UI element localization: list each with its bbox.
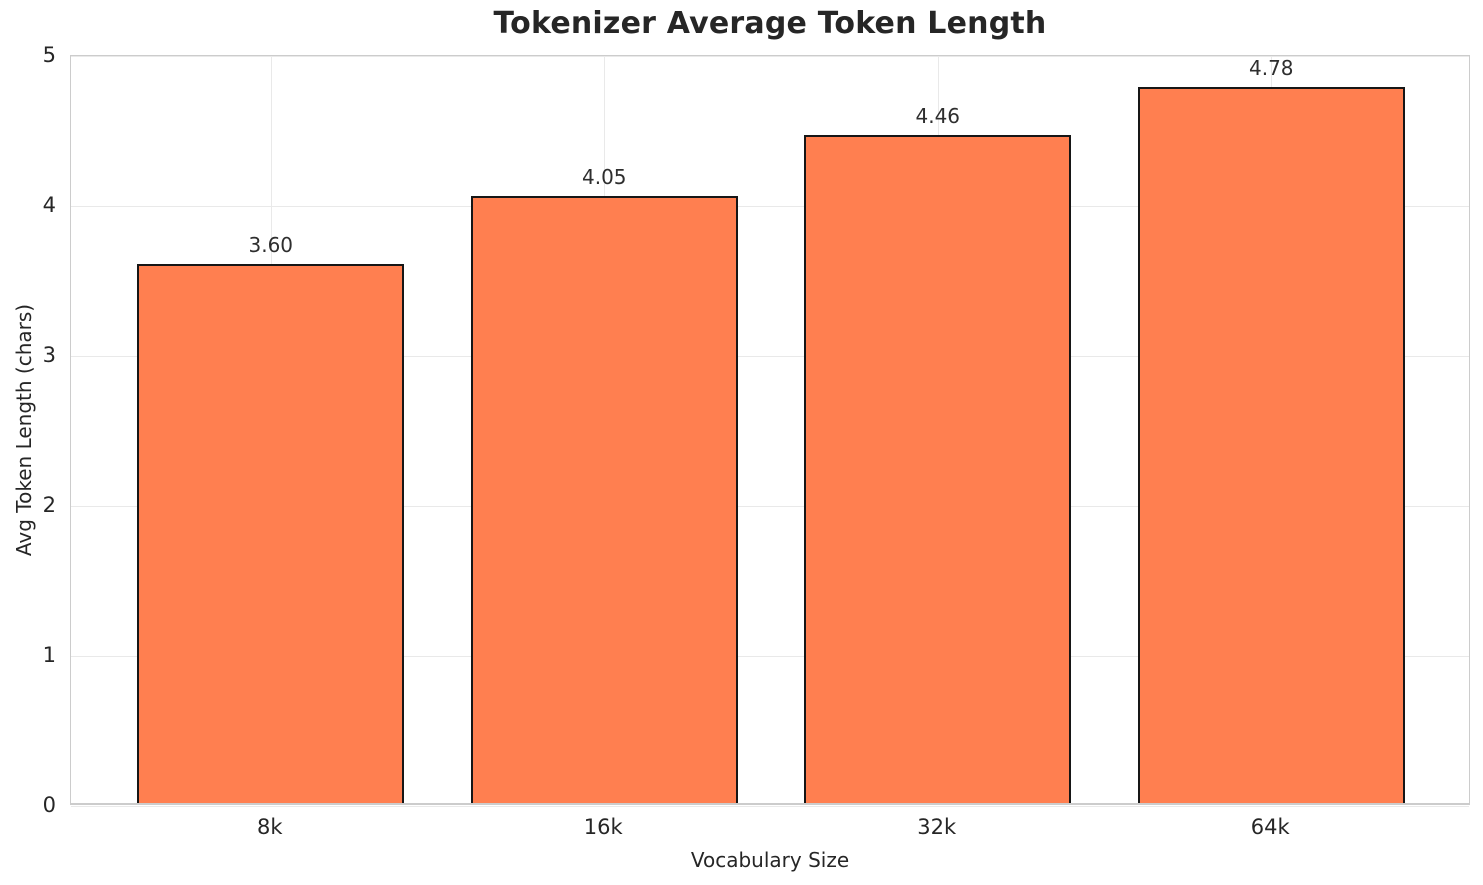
gridline-horizontal (71, 356, 1469, 357)
bar-value-label: 3.60 (248, 233, 294, 257)
y-tick-label: 1 (42, 643, 56, 667)
gridline-horizontal (71, 506, 1469, 507)
y-axis-label: Avg Token Length (chars) (12, 303, 36, 557)
x-tick-label-8k: 8k (256, 815, 283, 839)
bar-8k (137, 264, 404, 804)
y-tick-label: 3 (42, 343, 56, 367)
chart-title: Tokenizer Average Token Length (493, 6, 1047, 41)
y-tick-label: 2 (42, 493, 56, 517)
gridline-horizontal (71, 56, 1469, 57)
bar-value-label: 4.05 (581, 165, 627, 189)
x-axis-label: Vocabulary Size (690, 848, 850, 872)
bar-value-label: 4.46 (915, 104, 961, 128)
x-tick-label-64k: 64k (1250, 815, 1290, 839)
x-tick-label-32k: 32k (917, 815, 957, 839)
x-tick-label-16k: 16k (583, 815, 623, 839)
bar-64k (1138, 87, 1405, 804)
bar-value-label: 4.78 (1248, 56, 1294, 80)
y-tick-label: 4 (42, 193, 56, 217)
y-tick-label: 5 (42, 43, 56, 67)
bar-32k (804, 135, 1071, 804)
gridline-horizontal (71, 656, 1469, 657)
x-axis-spine (71, 803, 1469, 804)
bar-16k (471, 196, 738, 804)
y-tick-label: 0 (42, 793, 56, 817)
gridline-horizontal (71, 206, 1469, 207)
plot-area: 3.60 4.05 4.46 4.78 (70, 55, 1470, 807)
gridline-horizontal (71, 806, 1469, 807)
